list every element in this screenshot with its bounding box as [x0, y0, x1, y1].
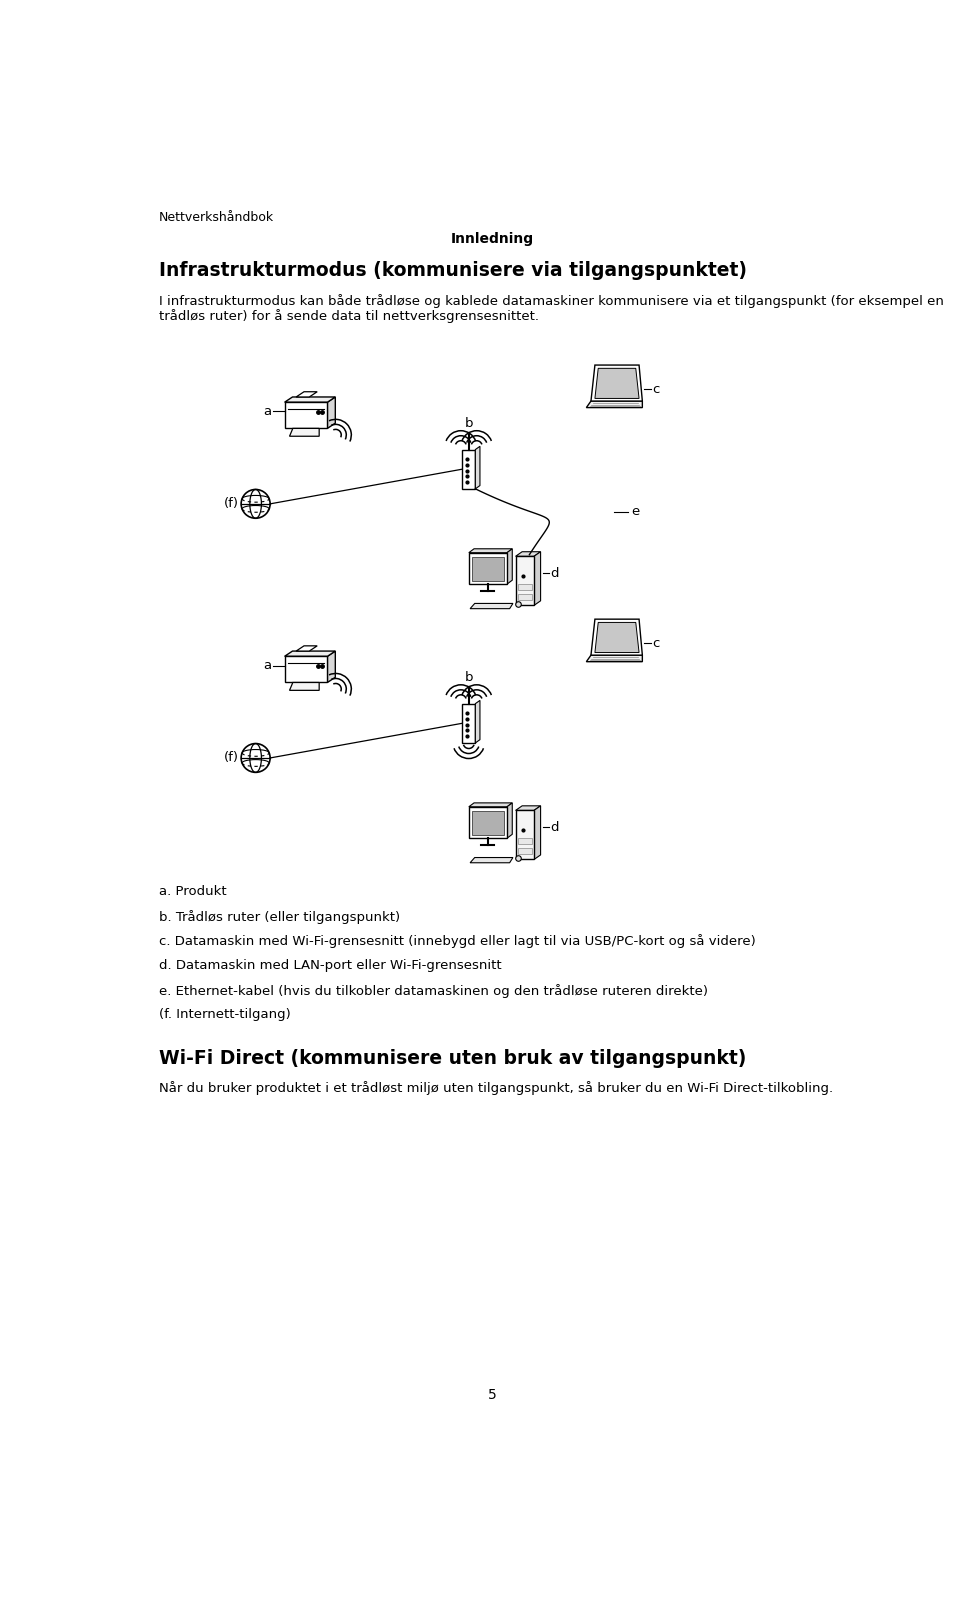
Text: b: b — [465, 416, 473, 429]
Text: b. Trådløs ruter (eller tilgangspunkt): b. Trådløs ruter (eller tilgangspunkt) — [158, 910, 400, 923]
FancyBboxPatch shape — [284, 402, 327, 429]
FancyBboxPatch shape — [462, 450, 475, 490]
Polygon shape — [516, 806, 540, 811]
FancyBboxPatch shape — [468, 806, 507, 838]
Text: c: c — [652, 637, 660, 650]
Text: a: a — [264, 405, 272, 418]
Text: d. Datamaskin med LAN-port eller Wi-Fi-grensesnitt: d. Datamaskin med LAN-port eller Wi-Fi-g… — [158, 958, 501, 971]
Text: c. Datamaskin med Wi-Fi-grensesnitt (innebygd eller lagt til via USB/PC-kort og : c. Datamaskin med Wi-Fi-grensesnitt (inn… — [158, 934, 756, 949]
Polygon shape — [475, 701, 480, 742]
Text: e. Ethernet-kabel (hvis du tilkobler datamaskinen og den trådløse ruteren direkt: e. Ethernet-kabel (hvis du tilkobler dat… — [158, 984, 708, 997]
FancyBboxPatch shape — [517, 838, 532, 845]
FancyBboxPatch shape — [516, 811, 534, 859]
Text: I infrastrukturmodus kan både trådløse og kablede datamaskiner kommunisere via e: I infrastrukturmodus kan både trådløse o… — [158, 294, 944, 307]
FancyBboxPatch shape — [472, 811, 504, 835]
Polygon shape — [296, 646, 317, 651]
Polygon shape — [468, 803, 513, 806]
Polygon shape — [507, 803, 513, 838]
Text: Når du bruker produktet i et trådløst miljø uten tilgangspunkt, så bruker du en : Når du bruker produktet i et trådløst mi… — [158, 1082, 833, 1096]
Polygon shape — [290, 429, 319, 437]
Text: Nettverkshåndbok: Nettverkshåndbok — [158, 211, 274, 224]
Circle shape — [241, 490, 270, 518]
Polygon shape — [290, 683, 319, 690]
Polygon shape — [327, 397, 335, 429]
Polygon shape — [470, 603, 513, 608]
Polygon shape — [516, 552, 540, 557]
Text: 5: 5 — [488, 1389, 496, 1403]
FancyBboxPatch shape — [517, 848, 532, 854]
Text: (f): (f) — [224, 752, 238, 765]
FancyBboxPatch shape — [284, 656, 327, 683]
FancyBboxPatch shape — [468, 552, 507, 584]
Polygon shape — [468, 549, 513, 552]
Text: Wi-Fi Direct (kommunisere uten bruk av tilgangspunkt): Wi-Fi Direct (kommunisere uten bruk av t… — [158, 1050, 746, 1069]
Text: (f. Internett-tilgang): (f. Internett-tilgang) — [158, 1008, 291, 1021]
Text: d: d — [550, 566, 559, 579]
Text: Infrastrukturmodus (kommunisere via tilgangspunktet): Infrastrukturmodus (kommunisere via tilg… — [158, 261, 747, 280]
Polygon shape — [534, 806, 540, 859]
Polygon shape — [507, 549, 513, 584]
FancyBboxPatch shape — [517, 594, 532, 600]
Text: e: e — [632, 506, 639, 518]
FancyBboxPatch shape — [517, 584, 532, 590]
Polygon shape — [595, 622, 639, 653]
Text: (f): (f) — [224, 498, 238, 510]
Polygon shape — [587, 654, 642, 662]
Text: Innledning: Innledning — [450, 232, 534, 246]
Text: b: b — [465, 670, 473, 683]
Text: a: a — [264, 659, 272, 672]
Polygon shape — [327, 651, 335, 683]
Polygon shape — [475, 446, 480, 490]
FancyBboxPatch shape — [516, 557, 534, 605]
Text: c: c — [652, 382, 660, 395]
Polygon shape — [595, 368, 639, 398]
FancyBboxPatch shape — [462, 704, 475, 742]
Polygon shape — [284, 397, 335, 402]
Text: a. Produkt: a. Produkt — [158, 885, 227, 898]
Polygon shape — [534, 552, 540, 605]
Polygon shape — [587, 402, 642, 408]
Polygon shape — [296, 392, 317, 397]
Polygon shape — [470, 858, 513, 862]
Polygon shape — [591, 365, 642, 402]
Circle shape — [241, 744, 270, 773]
Text: d: d — [550, 821, 559, 834]
Text: trådløs ruter) for å sende data til nettverksgrensesnittet.: trådløs ruter) for å sende data til nett… — [158, 309, 539, 323]
Polygon shape — [591, 619, 642, 654]
FancyBboxPatch shape — [472, 557, 504, 581]
Polygon shape — [284, 651, 335, 656]
